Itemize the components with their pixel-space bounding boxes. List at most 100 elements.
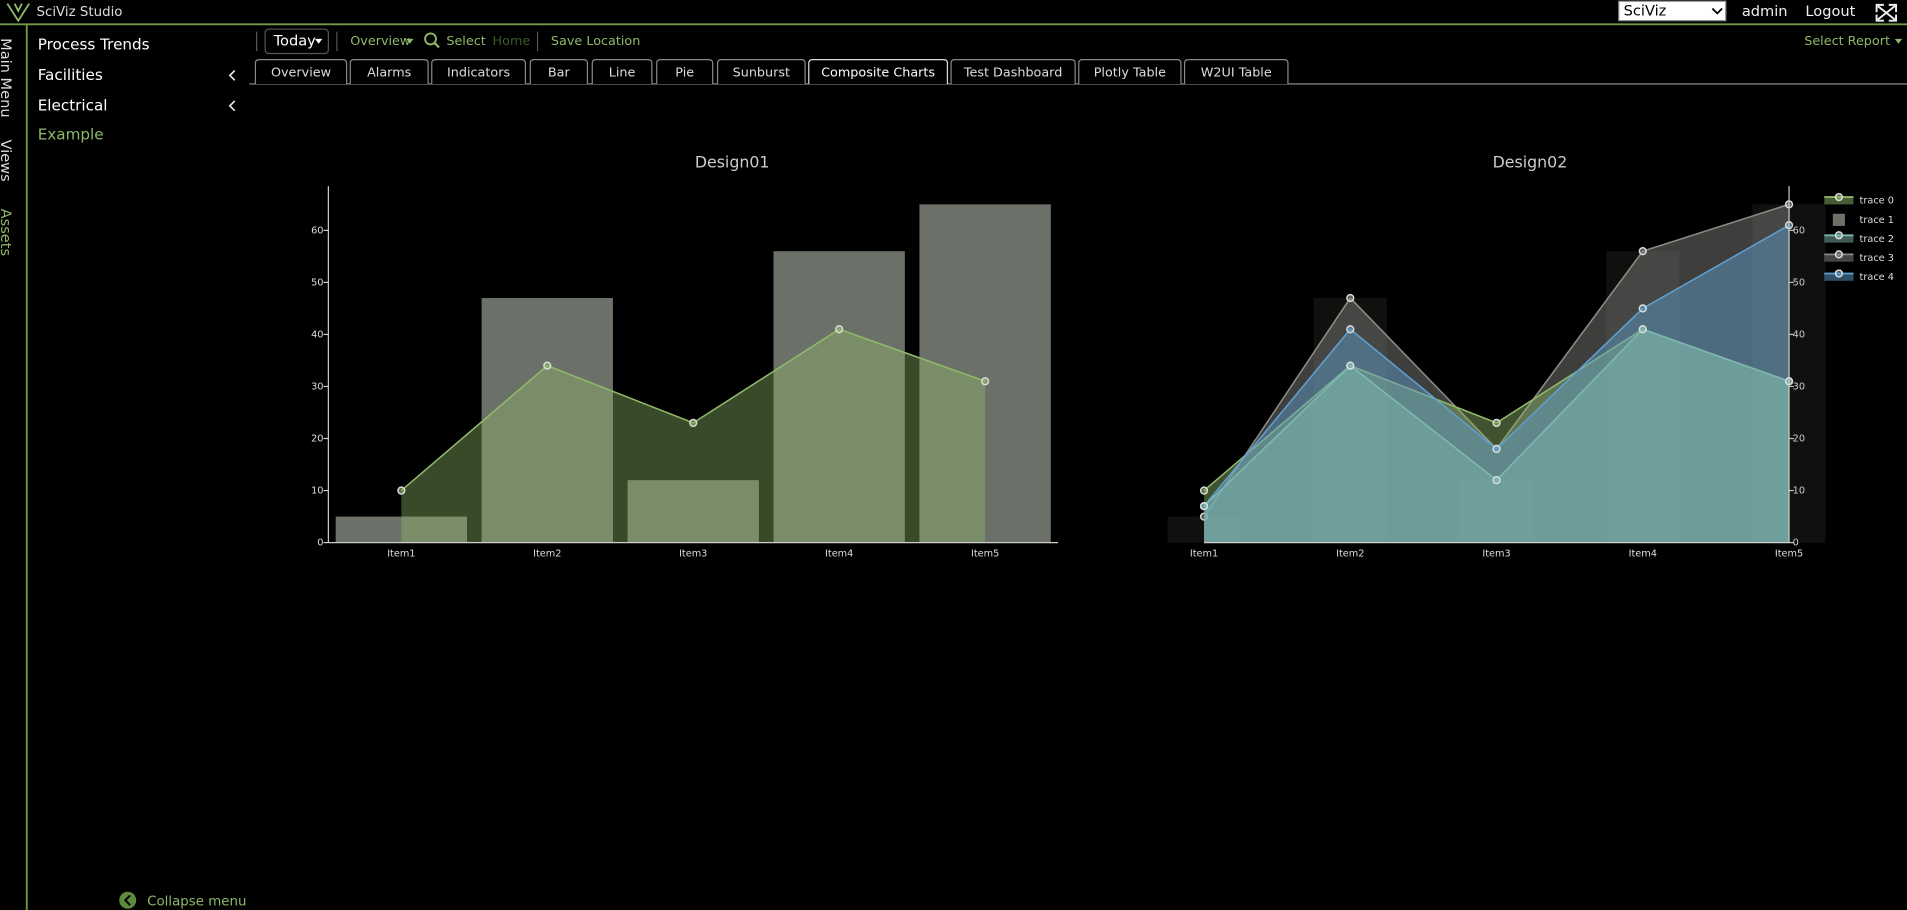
tab-label[interactable]: Plotly Table [1094,65,1166,80]
marker [689,418,698,428]
x-tick-label: Item2 [1336,549,1364,560]
marker [397,486,406,495]
logo [6,3,30,23]
tab[interactable] [716,59,806,84]
tab[interactable] [254,59,348,84]
tab[interactable] [529,59,589,84]
menu-item[interactable]: Example [38,126,104,144]
save-location-link[interactable]: Save Location [551,34,640,49]
y-tick-label: 0 [317,538,323,549]
y-tick-label: 50 [311,277,323,288]
user-link[interactable]: admin [1742,3,1788,20]
chevron[interactable] [228,100,236,112]
x-tick-label: Item3 [679,549,707,560]
select-arrow [1711,7,1723,15]
overview-link[interactable]: Overview [350,34,410,49]
tab-label[interactable]: Line [609,65,636,80]
dropdown-arrow [406,38,414,44]
marker [1638,247,1647,256]
legend-label[interactable]: trace 0 [1860,196,1894,207]
x-tick-label: Item4 [825,549,853,560]
tab[interactable] [1183,59,1289,84]
menu-item[interactable]: Electrical [38,96,108,114]
y-tick-label: 50 [1793,277,1805,288]
area [401,329,986,543]
area [1204,329,1790,543]
tab[interactable] [431,59,527,84]
area [1204,329,1790,543]
tab-label[interactable]: Alarms [367,65,412,80]
chart-title: Design01 [695,153,770,172]
logout-link[interactable]: Logout [1805,3,1855,20]
tab-label[interactable]: Indicators [447,65,510,80]
menu-item[interactable]: Process Trends [38,36,150,54]
y-tick-label: 60 [311,225,323,236]
y-tick-label: 30 [1793,381,1805,392]
select-link[interactable]: Select [446,34,485,49]
range-button[interactable] [264,28,329,55]
x-tick-label: Item4 [1629,549,1657,560]
legend-label[interactable]: trace 3 [1860,253,1894,264]
marker [543,361,552,370]
fullscreen-button[interactable] [1875,3,1898,22]
app-title: SciViz Studio [36,5,122,20]
y-tick-label: 0 [1793,538,1799,549]
tab[interactable] [950,59,1076,84]
side-tab[interactable]: Assets [0,209,14,256]
marker [1346,325,1355,334]
tab[interactable] [1078,59,1182,84]
legend-label[interactable]: trace 2 [1860,234,1894,245]
dropdown-arrow [314,38,323,44]
tab-label[interactable]: Overview [271,65,331,80]
x-tick-label: Item2 [533,549,561,560]
marker [980,377,990,386]
legend-marker [1834,250,1844,259]
y-tick-label: 20 [311,434,323,445]
legend-label[interactable]: trace 4 [1860,272,1894,283]
bar [627,480,759,543]
collapse-icon[interactable] [119,891,137,909]
y-tick-label: 30 [311,381,323,392]
side-tab[interactable]: Main Menu [0,38,14,117]
tab[interactable] [808,59,949,84]
menu-item[interactable]: Facilities [38,66,103,84]
x-tick-label: Item3 [1482,549,1510,560]
tab-bar: Overview Alarms Indicators Bar Line Pie Sunbur… [254,59,1289,84]
tab-label[interactable]: Bar [548,65,571,80]
select-report[interactable]: Select Report [1804,34,1890,49]
tab-label[interactable]: W2UI Table [1201,65,1272,80]
system-select-text[interactable]: SciViz [1624,3,1667,20]
tab-label[interactable]: Composite Charts [821,65,935,80]
system-select[interactable] [1618,0,1727,22]
marker [1199,486,1209,495]
chevron[interactable] [228,70,236,81]
legend-label[interactable]: trace 1 [1860,215,1894,226]
y-tick-label: 40 [1793,329,1805,340]
marker [1346,293,1355,303]
tab[interactable] [591,59,653,84]
tab-label[interactable]: Sunburst [733,65,790,80]
marker [1346,361,1355,370]
legend-swatch[interactable] [1832,213,1845,226]
charts: Design01 0 10 20 30 40 50 60 Item1 Item2 Item3 Item… [311,153,1894,560]
tab[interactable] [656,59,714,84]
bar [481,298,613,543]
bar [1459,480,1534,543]
y-tick-label: 60 [1793,225,1805,236]
marker [1492,418,1501,428]
collapse-menu[interactable]: Collapse menu [147,894,246,909]
search-icon[interactable] [424,32,437,46]
tab-label[interactable]: Pie [675,65,694,80]
bar [1313,298,1387,543]
tab[interactable] [349,59,429,84]
collapse-arrow [123,894,131,906]
tab-label[interactable]: Test Dashboard [963,65,1062,80]
bar [1606,251,1680,543]
search-icon-handle [433,41,440,49]
home-link: Home [493,34,531,49]
y-tick-label: 10 [311,486,323,497]
range-text[interactable]: Today [273,32,317,49]
side-tab[interactable]: Views [0,139,14,181]
